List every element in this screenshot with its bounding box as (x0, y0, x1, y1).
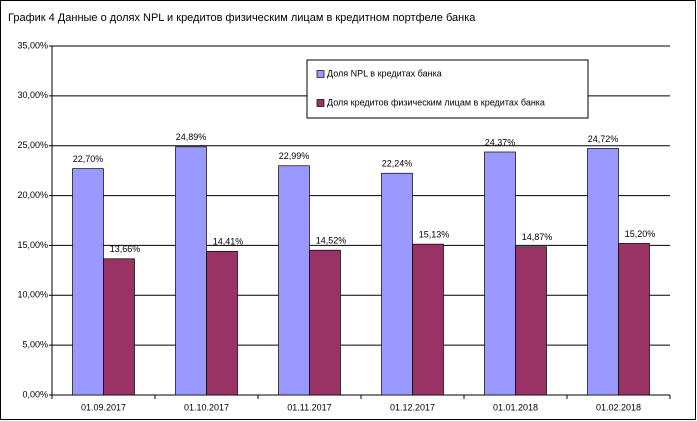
y-tick-label: 0,00% (22, 389, 48, 399)
legend-swatch (316, 70, 325, 78)
value-label: 22,24% (382, 159, 413, 169)
x-tick-label: 01.12.2017 (390, 402, 435, 412)
value-label: 14,52% (316, 236, 347, 246)
value-label: 15,20% (625, 229, 656, 239)
value-label: 15,13% (419, 230, 450, 240)
bar (618, 243, 650, 396)
chart-title: График 4 Данные о долях NPL и кредитов ф… (8, 12, 476, 24)
x-tick-label: 01.01.2018 (493, 402, 538, 412)
bar (309, 249, 341, 396)
bar (381, 172, 413, 396)
x-tick-label: 01.09.2017 (81, 402, 126, 412)
y-tick-label: 5,00% (22, 340, 48, 350)
value-label: 13,66% (110, 244, 141, 254)
value-label: 22,99% (279, 151, 310, 161)
legend-box (306, 59, 589, 119)
y-tick-label: 20,00% (17, 190, 48, 200)
value-label: 14,41% (213, 237, 244, 247)
legend-label: Доля кредитов физическим лицам в кредита… (327, 97, 545, 107)
x-tick-label: 01.10.2017 (184, 402, 229, 412)
bar (175, 146, 207, 396)
bar (515, 246, 547, 396)
legend-label: Доля NPL в кредитах банка (327, 68, 442, 78)
y-tick-label: 25,00% (17, 140, 48, 150)
bar (484, 151, 516, 396)
x-tick-label: 01.02.2018 (596, 402, 641, 412)
bar (72, 168, 104, 396)
value-label: 24,89% (176, 132, 207, 142)
bar (206, 250, 238, 396)
value-label: 22,70% (73, 154, 104, 164)
value-label: 24,37% (485, 137, 516, 147)
bar (103, 258, 135, 396)
bar (587, 148, 619, 396)
value-label: 24,72% (588, 134, 619, 144)
bar (412, 243, 444, 396)
x-tick-label: 01.11.2017 (287, 402, 331, 412)
y-tick-label: 15,00% (17, 240, 48, 250)
y-tick-label: 10,00% (17, 290, 48, 300)
value-label: 14,87% (522, 232, 553, 242)
bar (278, 165, 310, 396)
y-tick-label: 35,00% (17, 40, 48, 50)
legend-swatch (316, 99, 325, 107)
y-tick-label: 30,00% (17, 90, 48, 100)
